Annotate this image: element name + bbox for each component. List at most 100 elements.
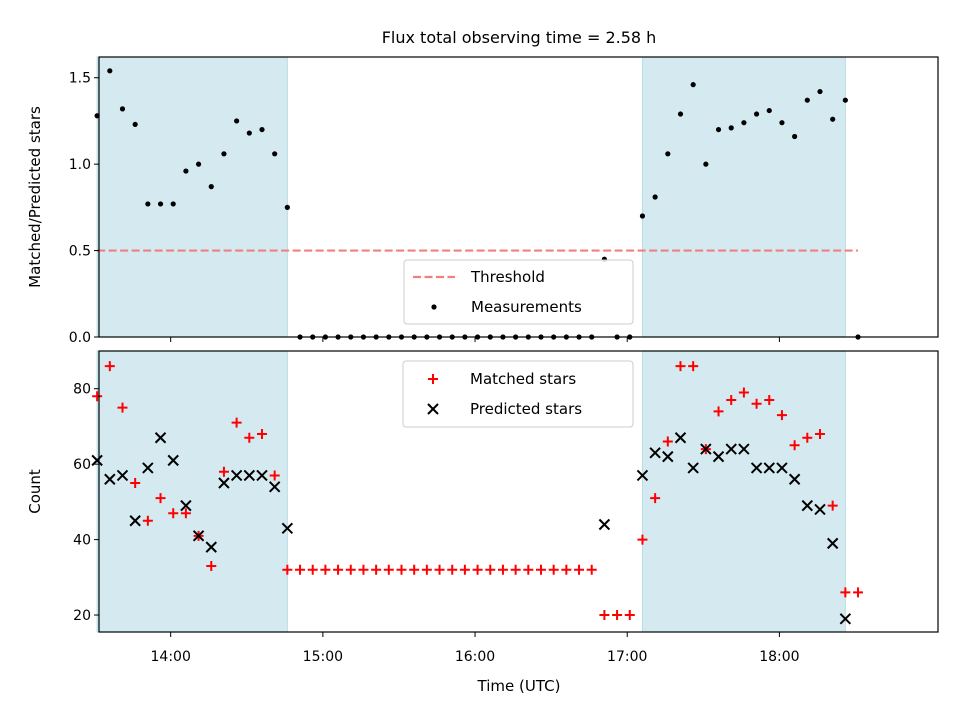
legend-predicted-swatch: [427, 403, 439, 415]
measurement-point: [208, 184, 214, 190]
predicted-stars-point: [243, 469, 256, 482]
matched-stars-point: [421, 564, 432, 575]
matched-stars-point: [371, 564, 382, 575]
measurement-point: [703, 161, 709, 167]
predicted-stars-point: [91, 454, 103, 467]
observing-span: [96, 56, 288, 338]
matched-stars-point: [561, 564, 572, 575]
measurement-point: [715, 126, 722, 133]
matched-stars-point: [650, 493, 661, 504]
matched-stars-point: [447, 564, 458, 575]
y-tick-label: 1.0: [69, 157, 91, 173]
legend-box: [403, 259, 634, 325]
predicted-stars-point: [268, 481, 281, 493]
measurement-point: [119, 106, 126, 112]
measurement-point: [132, 121, 138, 128]
predicted-stars-point: [788, 473, 801, 485]
matched-stars-point: [713, 406, 724, 417]
measurement-point: [779, 120, 785, 126]
measurement-point: [741, 120, 747, 126]
x-tick-label: 16:00: [455, 649, 495, 665]
measurement-point: [652, 194, 658, 200]
matched-stars-point: [142, 515, 153, 526]
predicted-stars-point: [167, 454, 179, 467]
y-tick-label: 80: [73, 382, 91, 398]
x-tick-label: 18:00: [759, 649, 799, 665]
y-tick-label: 1.5: [69, 71, 91, 87]
predicted-stars-point: [142, 462, 154, 474]
predicted-stars-point: [712, 450, 725, 463]
matched-stars-point: [789, 440, 800, 451]
y-axis-label: Matched/Predicted stars: [26, 106, 44, 288]
predicted-stars-point: [218, 477, 230, 489]
y-tick-label: 40: [73, 533, 91, 549]
x-axis-label: Time (UTC): [477, 677, 561, 695]
predicted-stars-point: [192, 530, 205, 542]
legend: Threshold Measurements: [403, 259, 634, 325]
measurement-point: [728, 125, 734, 131]
predicted-stars-point: [687, 462, 699, 474]
measurement-point: [792, 133, 798, 140]
measurement-point: [272, 151, 278, 157]
matched-stars-point: [586, 564, 597, 575]
legend-label: Predicted stars: [470, 400, 582, 418]
matched-stars-point: [459, 564, 470, 575]
matched-stars-point: [497, 564, 508, 575]
predicted-stars-point: [814, 503, 826, 516]
legend-measurements-swatch: [431, 304, 437, 310]
measurement-point: [195, 161, 202, 167]
predicted-stars-point: [839, 613, 852, 625]
observing-span: [641, 350, 846, 633]
matched-stars-point: [853, 587, 864, 598]
measurement-point: [107, 68, 113, 74]
matched-stars-point: [409, 564, 420, 575]
measurement-point: [183, 168, 189, 174]
x-tick-label: 15:00: [303, 649, 343, 665]
matched-stars-point: [333, 564, 344, 575]
x-tick-label: 14:00: [151, 649, 191, 665]
matched-stars-point: [523, 564, 534, 575]
measurement-point: [145, 201, 151, 207]
predicted-stars-point: [116, 469, 129, 482]
observing-span: [96, 350, 288, 633]
y-axis-label: Count: [26, 469, 44, 514]
predicted-stars-point: [750, 462, 763, 474]
legend-label: Threshold: [470, 268, 545, 286]
y-tick-label: 20: [73, 608, 91, 624]
matched-stars-point: [307, 564, 318, 575]
y-tick-label: 60: [73, 457, 91, 473]
matched-stars-point: [358, 564, 369, 575]
predicted-stars-point: [826, 537, 839, 550]
matched-stars-point: [485, 564, 496, 575]
predicted-stars-point: [281, 522, 294, 534]
matched-stars-point: [155, 493, 166, 504]
chart-title: Flux total observing time = 2.58 h: [382, 28, 657, 47]
matched-stars-point: [231, 417, 242, 428]
measurement-point: [246, 130, 252, 136]
legend: Matched stars Predicted stars: [402, 360, 634, 428]
predicted-stars-point: [180, 499, 192, 512]
matched-stars-point: [599, 610, 610, 621]
matched-stars-point: [637, 534, 648, 545]
measurement-point: [259, 126, 265, 133]
predicted-stars-point: [674, 432, 687, 444]
matched-stars-point: [256, 428, 267, 439]
matched-stars-point: [434, 564, 445, 575]
predicted-stars-point: [649, 447, 661, 459]
measurement-point: [690, 82, 696, 88]
predicted-stars-point: [725, 443, 737, 455]
matched-stars-point: [345, 564, 356, 575]
matched-stars-point: [574, 564, 585, 575]
matched-stars-point: [244, 432, 255, 443]
matched-stars-point: [472, 564, 483, 575]
measurement-point: [842, 97, 848, 103]
matched-stars-point: [320, 564, 331, 575]
matched-stars-point: [269, 470, 280, 481]
matched-stars-point: [751, 398, 762, 409]
predicted-stars-point: [776, 462, 788, 474]
matched-stars-point: [295, 564, 306, 575]
matched-stars-point: [117, 402, 128, 413]
matched-stars-point: [827, 500, 838, 511]
legend-matched-swatch: [428, 374, 438, 384]
matched-stars-point: [764, 395, 775, 406]
